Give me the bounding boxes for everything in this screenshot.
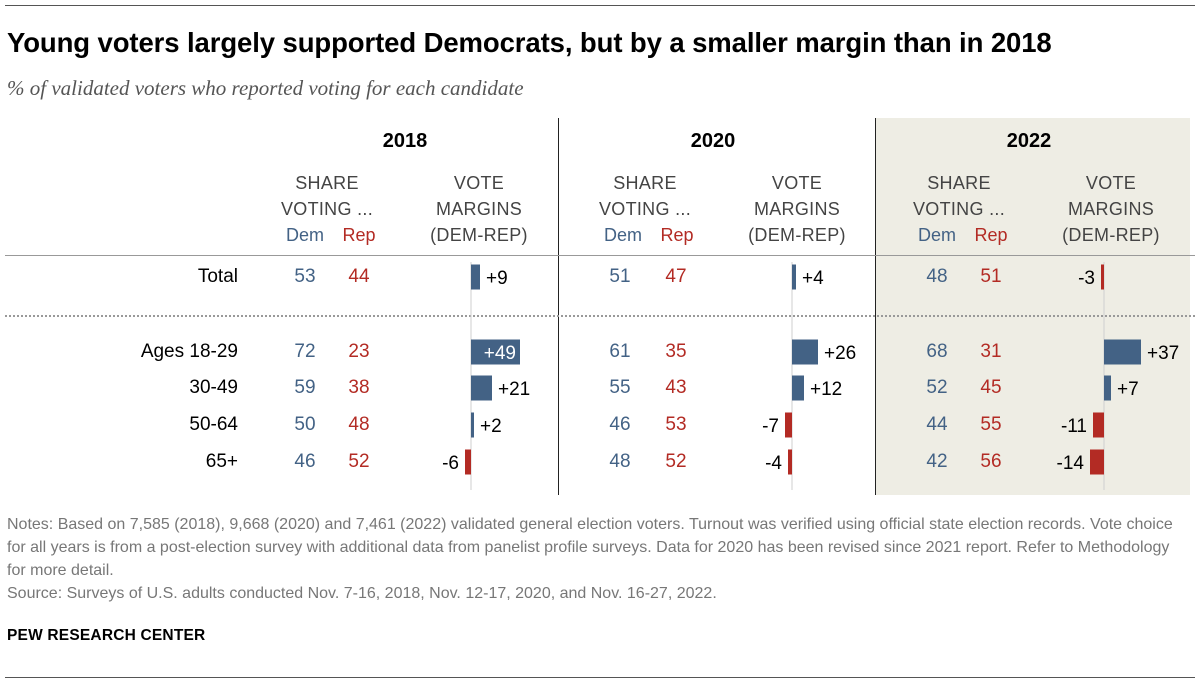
share-header-line2: VOTING ...: [598, 199, 691, 219]
highlight-2022-background: [876, 118, 1190, 495]
column-divider-2022: [875, 118, 876, 495]
rep-value: 44: [348, 266, 370, 287]
margin-header-line2: MARGINS: [1067, 199, 1155, 219]
dem-value: 51: [609, 266, 631, 287]
chart-subtitle: % of validated voters who reported votin…: [7, 76, 524, 100]
dem-value: 72: [294, 341, 316, 362]
share-header-line1: SHARE: [295, 173, 359, 193]
rep-value: 38: [348, 377, 370, 398]
margin-header-line1: VOTE: [771, 173, 823, 193]
margin-label-2018-4: -6: [442, 453, 459, 474]
notes-block: Notes: Based on 7,585 (2018), 9,668 (202…: [7, 513, 1192, 605]
margin-bar-2018-3: [471, 412, 474, 438]
column-divider-2020: [558, 118, 559, 495]
margin-label-2018-0: +9: [486, 268, 508, 289]
dem-value: 50: [294, 414, 316, 435]
dem-value: 44: [926, 414, 948, 435]
margin-bar-2020-0: [792, 264, 796, 290]
margin-label-2020-4: -4: [765, 453, 782, 474]
margin-bar-2020-4: [788, 449, 792, 475]
rep-column-header: Rep: [660, 225, 694, 245]
margin-bar-2020-3: [785, 412, 792, 438]
dem-value: 42: [926, 451, 948, 472]
share-header-line1: SHARE: [927, 173, 991, 193]
row-label-50-64: 50-64: [189, 414, 238, 435]
rep-value: 51: [980, 266, 1002, 287]
margin-label-2020-1: +26: [824, 343, 856, 364]
dem-column-header: Dem: [603, 225, 642, 245]
dem-value: 48: [609, 451, 631, 472]
row-label-30-49: 30-49: [189, 377, 238, 398]
margin-bar-2018-2: [471, 375, 492, 401]
total-separator-dotted: [5, 315, 1195, 317]
margin-bar-2018-1: [471, 339, 520, 365]
margin-label-2020-0: +4: [802, 268, 824, 289]
dem-value: 59: [294, 377, 316, 398]
rep-value: 52: [665, 451, 687, 472]
dem-value: 46: [609, 414, 631, 435]
top-rule: [5, 5, 1195, 6]
notes-text: Notes: Based on 7,585 (2018), 9,668 (202…: [7, 516, 1173, 579]
year-header-2020: 2020: [690, 130, 736, 152]
margin-label-2018-2: +21: [498, 379, 530, 400]
row-label-65-plus: 65+: [205, 451, 238, 472]
rep-value: 55: [980, 414, 1002, 435]
margin-header-line1: VOTE: [453, 173, 505, 193]
rep-value: 45: [980, 377, 1002, 398]
rep-value: 52: [348, 451, 370, 472]
margin-label-2020-3: -7: [762, 416, 779, 437]
row-label-ages-18-29: Ages 18-29: [140, 341, 238, 362]
margin-bar-2020-2: [792, 375, 804, 401]
dem-column-header: Dem: [285, 225, 324, 245]
dem-value: 46: [294, 451, 316, 472]
margin-header-line3: (DEM-REP): [1062, 225, 1160, 245]
bottom-rule: [5, 677, 1195, 678]
margin-bar-2020-1: [792, 339, 818, 365]
rep-value: 47: [665, 266, 687, 287]
dem-value: 53: [294, 266, 316, 287]
margin-header-line1: VOTE: [1085, 173, 1137, 193]
chart-title: Young voters largely supported Democrats…: [7, 27, 1052, 58]
rep-column-header: Rep: [974, 225, 1008, 245]
row-label-total: Total: [197, 266, 238, 287]
share-header-line2: VOTING ...: [280, 199, 373, 219]
dem-column-header: Dem: [917, 225, 956, 245]
dem-value: 55: [609, 377, 631, 398]
header-separator: [5, 255, 1195, 256]
rep-value: 35: [665, 341, 687, 362]
rep-value: 31: [980, 341, 1002, 362]
margin-header-line3: (DEM-REP): [748, 225, 846, 245]
rep-value: 43: [665, 377, 687, 398]
margin-header-line3: (DEM-REP): [430, 225, 528, 245]
year-header-2022: 2022: [1006, 130, 1052, 152]
margin-bar-2018-0: [471, 264, 480, 290]
rep-value: 23: [348, 341, 370, 362]
margin-header-line2: MARGINS: [435, 199, 523, 219]
share-header-line2: VOTING ...: [912, 199, 1005, 219]
dem-value: 68: [926, 341, 948, 362]
share-header-line1: SHARE: [613, 173, 677, 193]
pew-research-center-brand: PEW RESEARCH CENTER: [7, 627, 206, 644]
margin-label-2020-2: +12: [810, 379, 842, 400]
margin-label-2018-1: +49: [484, 343, 516, 364]
dem-value: 48: [926, 266, 948, 287]
margin-bar-2018-4: [465, 449, 471, 475]
dem-value: 61: [609, 341, 631, 362]
rep-value: 48: [348, 414, 370, 435]
dem-value: 52: [926, 377, 948, 398]
margin-label-2018-3: +2: [480, 416, 502, 437]
margin-header-line2: MARGINS: [753, 199, 841, 219]
year-header-2018: 2018: [382, 130, 428, 152]
source-text: Source: Surveys of U.S. adults conducted…: [7, 585, 717, 602]
rep-value: 53: [665, 414, 687, 435]
rep-column-header: Rep: [342, 225, 376, 245]
rep-value: 56: [980, 451, 1002, 472]
